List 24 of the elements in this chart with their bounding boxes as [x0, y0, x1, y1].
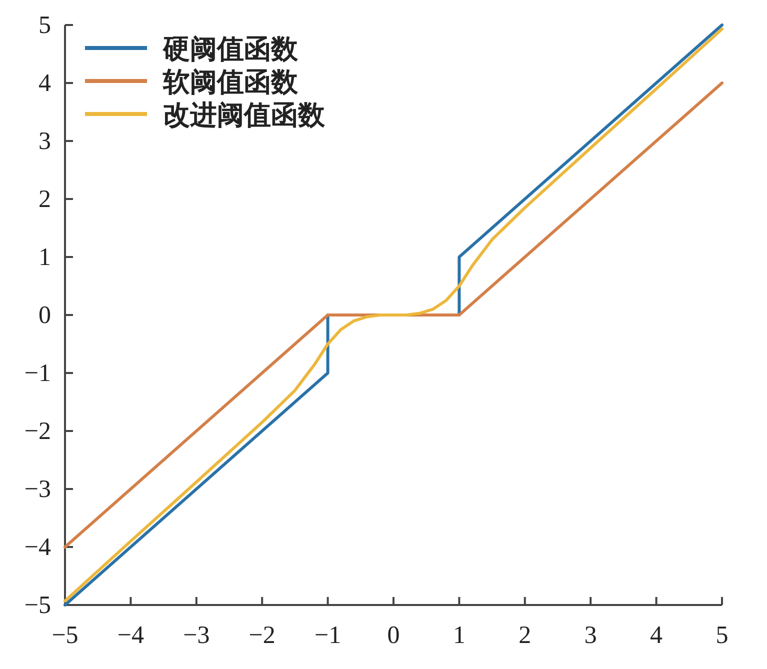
x-tick-label: 3: [584, 622, 597, 649]
x-tick-label: −4: [117, 622, 144, 649]
y-tick-label: 3: [38, 128, 51, 155]
x-tick-label: 2: [518, 622, 532, 649]
y-tick-label: −4: [24, 534, 52, 561]
legend-label: 软阈值函数: [162, 67, 299, 97]
y-tick-label: −1: [24, 360, 51, 387]
x-tick-label: 0: [387, 622, 400, 649]
y-tick-label: −5: [24, 592, 51, 619]
x-tick-label: 1: [452, 622, 466, 649]
x-tick-label: −3: [183, 622, 210, 649]
y-tick-label: −3: [24, 476, 51, 503]
y-tick-label: 4: [38, 70, 52, 97]
legend-label: 改进阈值函数: [163, 100, 326, 130]
x-tick-label: 5: [716, 622, 728, 649]
x-tick-label: −2: [248, 622, 276, 649]
legend-label: 硬阈值函数: [162, 34, 299, 64]
y-tick-label: 5: [38, 12, 51, 39]
x-tick-label: −1: [314, 622, 342, 649]
y-tick-label: −2: [24, 418, 51, 445]
y-tick-label: 1: [38, 244, 51, 271]
x-tick-label: 4: [650, 622, 664, 649]
y-tick-label: 0: [38, 302, 51, 329]
y-tick-label: 2: [38, 186, 51, 213]
